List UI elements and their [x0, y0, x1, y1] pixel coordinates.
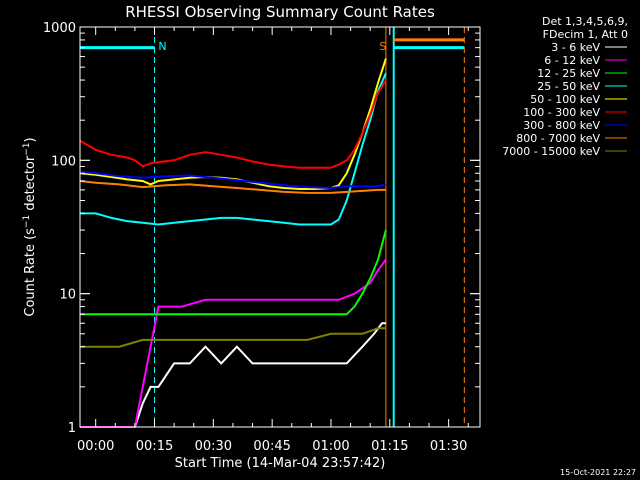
series-line-5: [79, 79, 387, 169]
legend-header-1: Det 1,3,4,5,6,9,: [542, 15, 628, 28]
series-line-0: [80, 322, 386, 428]
legend-label-6: 300 - 800 keV: [523, 119, 600, 132]
chart-title: RHESSI Observing Summary Count Rates: [125, 3, 435, 21]
series-line-6: [79, 170, 387, 190]
legend-label-8: 7000 - 15000 keV: [502, 145, 600, 158]
series-line-3: [80, 72, 387, 226]
legend: Det 1,3,4,5,6,9, FDecim 1, Att 0 3 - 6 k…: [502, 15, 628, 158]
legend-label-4: 50 - 100 keV: [530, 93, 600, 106]
y-tick-labels: 1 10 100 1000: [43, 21, 76, 436]
footer-date: 15-Oct-2021 22:27: [560, 468, 636, 477]
x-tick-label: 00:15: [136, 439, 173, 454]
y-tick-label: 1000: [43, 21, 76, 36]
legend-label-5: 100 - 300 keV: [523, 106, 600, 119]
legend-label-3: 25 - 50 keV: [537, 80, 600, 93]
legend-label-1: 6 - 12 keV: [544, 54, 600, 67]
axis-ticks: [80, 26, 480, 428]
y-axis-label-sup1: −1: [22, 215, 32, 228]
annotation-n: N: [158, 40, 166, 53]
x-tick-label: 01:30: [430, 439, 467, 454]
y-axis-label: Count Rate (s−1 detector−1): [22, 137, 38, 316]
y-axis-label-mid: detector: [23, 155, 38, 215]
x-tick-label: 00:45: [253, 439, 290, 454]
x-tick-label: 00:30: [195, 439, 232, 454]
x-axis-label: Start Time (14-Mar-04 23:57:42): [175, 456, 386, 471]
x-tick-label: 01:00: [312, 439, 349, 454]
series-line-2: [80, 229, 387, 316]
y-tick-label: 100: [51, 154, 76, 169]
y-axis-label-main: Count Rate (s: [23, 228, 38, 317]
y-tick-label: 10: [59, 288, 76, 303]
y-axis-label-sup2: −1: [22, 142, 32, 155]
legend-label-2: 12 - 25 keV: [537, 67, 600, 80]
y-tick-label: 1: [68, 421, 76, 436]
legend-label-0: 3 - 6 keV: [551, 41, 600, 54]
series-line-8: [80, 327, 386, 348]
x-tick-label: 00:00: [77, 439, 114, 454]
x-tick-labels: 00:00 00:15 00:30 00:45 01:00 01:15 01:30: [77, 439, 467, 454]
annotation-s: S: [379, 40, 386, 53]
legend-header-2: FDecim 1, Att 0: [543, 28, 628, 41]
plot-frame: [79, 26, 481, 428]
x-tick-label: 01:15: [371, 439, 408, 454]
legend-label-7: 800 - 7000 keV: [516, 132, 600, 145]
series-line-7: [79, 180, 386, 194]
y-axis-label-end: ): [23, 137, 38, 142]
